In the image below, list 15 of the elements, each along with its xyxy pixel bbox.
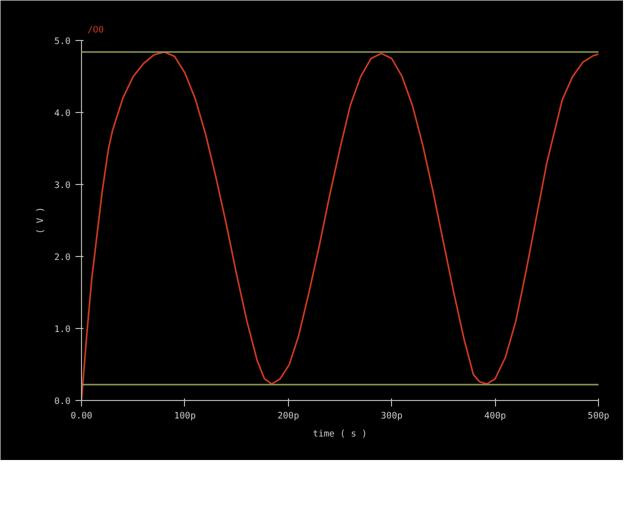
y-tick-label: 1.0 <box>54 325 71 335</box>
y-tick-label: 4.0 <box>54 109 71 119</box>
x-axis-title: time ( s ) <box>312 430 368 440</box>
x-tick-label: 400p <box>484 412 506 422</box>
x-tick-label: 200p <box>277 412 300 422</box>
y-axis-title: ( V ) <box>36 206 46 234</box>
y-tick-label: 3.0 <box>54 181 71 191</box>
x-tick-label: 0.00 <box>70 412 92 422</box>
y-tick-label: 5.0 <box>54 37 71 47</box>
x-tick-label: 300p <box>380 412 403 422</box>
x-tick-label: 500p <box>588 412 610 422</box>
x-tick-label: 100p <box>174 412 196 422</box>
y-tick-label: 0.0 <box>54 397 71 407</box>
text: /O0 <box>88 26 104 36</box>
y-tick-label: 2.0 <box>54 253 71 263</box>
